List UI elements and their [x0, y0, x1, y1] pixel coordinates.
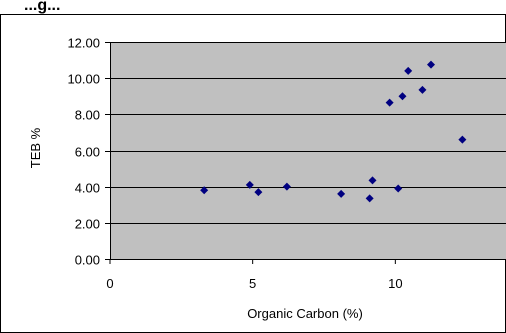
x-tick-labels: 051015	[106, 259, 403, 291]
y-tick-labels: 0.00 2.00 4.00 6.00 8.00 10.00 12.00	[67, 36, 110, 268]
data-point	[404, 66, 413, 75]
y-tick-label: 8.00	[75, 108, 100, 123]
axes	[110, 42, 506, 260]
y-tick-label: 2.00	[75, 217, 100, 232]
data-point	[398, 92, 407, 101]
data-point	[245, 180, 254, 189]
data-point	[337, 189, 346, 198]
data-point	[254, 188, 263, 197]
x-axis-title: Organic Carbon (%)	[247, 306, 363, 321]
data-point	[200, 186, 209, 195]
data-markers	[200, 60, 467, 203]
gridlines	[110, 42, 506, 224]
data-point	[385, 98, 394, 107]
chart-title: ...g...	[24, 0, 60, 14]
data-point	[427, 60, 435, 69]
x-tick-label: 5	[249, 276, 256, 291]
data-point	[282, 182, 291, 191]
data-point	[368, 176, 377, 185]
y-tick-label: 0.00	[75, 253, 100, 268]
plot-area	[110, 42, 506, 259]
y-axis-title: TEB %	[28, 127, 43, 168]
data-point	[458, 135, 467, 144]
y-tick-label: 10.00	[67, 72, 100, 87]
y-tick-label: 6.00	[75, 145, 100, 160]
x-tick-label: 0	[106, 276, 113, 291]
y-tick-label: 12.00	[67, 36, 100, 51]
data-point	[365, 194, 374, 203]
data-point	[418, 85, 427, 94]
x-tick-label: 10	[388, 276, 402, 291]
data-point	[394, 184, 403, 193]
y-tick-label: 4.00	[75, 181, 100, 196]
